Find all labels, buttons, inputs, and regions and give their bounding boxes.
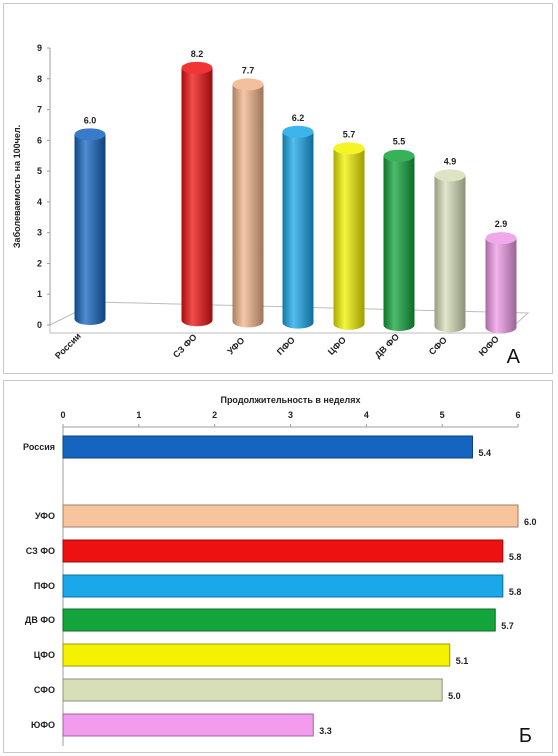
value-label: 3.3	[319, 726, 332, 736]
bar-top	[282, 125, 314, 138]
value-label: 6.2	[292, 113, 305, 123]
y-tick-label: 9	[37, 43, 42, 53]
bar-body	[333, 148, 365, 330]
y-tick-label: 5	[37, 166, 42, 176]
x-tick-label: 3	[288, 410, 293, 420]
bar-1	[74, 128, 106, 325]
bar-2	[62, 504, 519, 528]
bar-2	[181, 61, 213, 327]
bar-top	[383, 149, 415, 162]
value-label: 5.7	[501, 621, 514, 631]
y-tick-label: 0	[37, 320, 42, 330]
x-tick-label: 5	[440, 410, 445, 420]
category-label: ПФО	[275, 335, 297, 357]
bar-top	[74, 128, 106, 141]
chart-title: Продолжительность в неделях	[220, 395, 360, 405]
panel-letter-b: Б	[518, 725, 532, 747]
value-label: 5.1	[456, 656, 469, 666]
value-label: 2.9	[495, 219, 508, 229]
bar-top	[181, 61, 213, 74]
category-label: ДВ ФО	[25, 615, 55, 625]
category-label: России	[53, 331, 83, 361]
y-tick-label: 4	[37, 197, 42, 207]
y-tick-label: 1	[37, 289, 42, 299]
bar-5	[62, 608, 496, 632]
bar-top	[333, 142, 365, 155]
bar-7	[434, 169, 466, 333]
category-label: СЗ ФО	[26, 546, 55, 556]
bar-8	[485, 232, 517, 334]
y-tick-label: 3	[37, 228, 42, 238]
value-label: 5.5	[393, 137, 406, 147]
category-label: УФО	[225, 335, 246, 356]
bar-body	[282, 131, 314, 329]
category-label: СФО	[34, 685, 55, 695]
value-label: 7.7	[242, 65, 255, 75]
bar-7	[62, 678, 443, 702]
horizontal-bar-chart: Продолжительность в неделях 0 1 2 3 4 5 6 5.4 Рос…	[23, 395, 537, 746]
y-tick-label: 2	[37, 258, 42, 268]
value-label: 6.0	[84, 115, 97, 125]
value-label: 8.2	[191, 49, 204, 59]
category-label: ДВ ФО	[373, 332, 401, 360]
x-tick-label: 2	[212, 410, 217, 420]
y-tick-label: 8	[37, 74, 42, 84]
bar-top	[232, 78, 264, 91]
y-axis-title: Заболеваемость на 100чел.	[12, 125, 22, 248]
value-label: 5.0	[448, 691, 461, 701]
category-label: ЮФО	[31, 720, 55, 730]
bar-top	[434, 169, 466, 182]
bar-5	[333, 142, 365, 330]
value-label: 5.7	[343, 129, 356, 139]
cylinder-bar-chart: 0 1 2 3 4 5 6 7 8 9 Заболеваемость на 100чел. 6.0 Ро…	[12, 43, 530, 361]
bar-body	[485, 238, 517, 334]
bar-body	[434, 175, 466, 333]
x-tick-label: 4	[364, 410, 369, 420]
chart-panel-b: Продолжительность в неделях 0 1 2 3 4 5 6 5.4 Рос…	[3, 380, 553, 753]
bar-3	[232, 78, 264, 328]
category-label: СФО	[427, 335, 449, 357]
category-label: ЮФО	[477, 334, 501, 358]
category-label: СЗ ФО	[171, 332, 199, 360]
panel-letter-a: А	[506, 346, 520, 368]
value-label: 5.8	[509, 552, 522, 562]
bar-6	[383, 149, 415, 331]
bar-body	[74, 134, 106, 325]
bar-4	[282, 125, 314, 329]
category-label: ЦФО	[326, 335, 348, 357]
category-label: ЦФО	[34, 650, 55, 660]
y-tick-label: 6	[37, 135, 42, 145]
category-label: ПФО	[34, 581, 55, 591]
chart-panel-a: 0 1 2 3 4 5 6 7 8 9 Заболеваемость на 100чел. 6.0 Ро…	[3, 3, 553, 374]
x-tick-label: 6	[515, 410, 520, 420]
bar-top	[485, 232, 517, 245]
bar-body	[232, 84, 264, 328]
value-label: 5.8	[509, 587, 522, 597]
bar-body	[383, 155, 415, 331]
bar-4	[62, 574, 504, 598]
bar-body	[181, 67, 213, 327]
value-label: 5.4	[479, 448, 492, 458]
category-label: Россия	[23, 442, 55, 452]
bar-3	[62, 539, 504, 563]
category-label: УФО	[35, 511, 55, 521]
value-label: 6.0	[524, 517, 537, 527]
y-tick-label: 7	[37, 105, 42, 115]
bar-8	[62, 713, 314, 737]
x-tick-label: 0	[60, 410, 65, 420]
value-label: 4.9	[444, 156, 457, 166]
bar-1	[62, 435, 473, 459]
x-tick-label: 1	[136, 410, 141, 420]
bar-6	[62, 643, 451, 667]
